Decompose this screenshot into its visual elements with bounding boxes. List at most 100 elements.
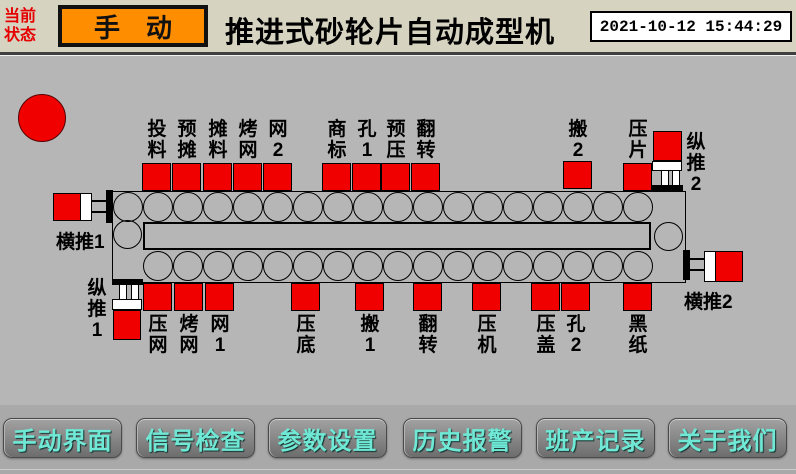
roller [233,192,263,222]
station-label: 搬2 [568,119,588,161]
pusher-hp1-body [80,193,92,221]
pusher-hp2-cylinder[interactable] [715,251,743,282]
nav-bar: 手动界面 信号检查 参数设置 历史报警 班产记录 关于我们 [0,405,796,474]
station-block[interactable] [263,163,292,191]
roller [353,251,383,281]
roller [443,192,473,222]
pusher-hp2-plate [683,250,690,280]
pusher-hp2-rod [689,258,705,271]
page-title: 推进式砂轮片自动成型机 [225,17,556,49]
station-label: 孔1 [357,119,377,161]
datetime-display: 2021-10-12 15:44:29 [590,11,792,42]
roller [323,192,353,222]
station-block[interactable] [233,163,262,191]
station-block[interactable] [413,283,442,311]
station-block[interactable] [355,283,384,311]
mode-value: 手 动 [93,12,172,43]
station-label: 网1 [210,314,230,356]
end-roller-left [113,220,142,249]
station-block[interactable] [411,163,440,191]
roller [413,192,443,222]
station-block[interactable] [623,163,652,191]
station-label: 网2 [268,119,288,161]
station-block[interactable] [531,283,560,311]
pusher-label: 横推1 [56,232,105,253]
station-label: 摊料 [208,119,228,161]
roller [173,251,203,281]
pusher-vp2-plate [651,185,683,192]
roller [353,192,383,222]
station-block[interactable] [205,283,234,311]
station-label: 翻转 [418,314,438,356]
roller [263,251,293,281]
status-lamp [18,94,66,142]
pusher-hp1-rod [91,200,107,213]
station-label: 预压 [386,119,406,161]
roller [323,251,353,281]
station-label: 投料 [147,119,167,161]
roller [563,192,593,222]
station-block[interactable] [291,283,320,311]
station-label: 压机 [477,314,497,356]
station-block[interactable] [561,283,590,311]
station-label: 压底 [296,314,316,356]
conveyor-belt [143,222,651,250]
pusher-vp2-cylinder[interactable] [653,131,682,161]
mode-button[interactable]: 手 动 [58,5,208,47]
roller [623,251,653,281]
station-block[interactable] [563,161,592,189]
roller [473,251,503,281]
roller [383,251,413,281]
roller [563,251,593,281]
pusher-label: 纵推2 [686,132,706,195]
station-label: 压网 [148,314,168,356]
machine-diagram: 投料 预摊 摊料 烤网 网2 商标 孔1 预压 翻转 搬2 压片 压网 烤网 网… [0,55,796,405]
top-bar: 当前 状态 手 动 推进式砂轮片自动成型机 2021-10-12 15:44:2… [0,0,796,55]
nav-button-params[interactable]: 参数设置 [268,418,387,458]
roller [263,192,293,222]
roller [503,192,533,222]
station-block[interactable] [623,283,652,311]
roller [413,251,443,281]
roller [593,192,623,222]
pusher-vp1-rod [131,284,139,300]
station-label: 孔2 [566,314,586,356]
roller [233,251,263,281]
roller [143,251,173,281]
nav-button-manual[interactable]: 手动界面 [3,418,122,458]
nav-button-signals[interactable]: 信号检查 [136,418,255,458]
roller [203,251,233,281]
station-block[interactable] [172,163,201,191]
station-block[interactable] [381,163,410,191]
roller [533,251,563,281]
pusher-hp1-cylinder[interactable] [53,193,81,221]
station-label: 压片 [628,119,648,161]
roller [473,192,503,222]
station-label: 搬1 [360,314,380,356]
roller [383,192,413,222]
roller [113,192,143,222]
station-block[interactable] [143,283,172,311]
station-label: 翻转 [416,119,436,161]
pusher-vp1-body [112,299,142,310]
station-label: 黑纸 [628,314,648,356]
roller [593,251,623,281]
conveyor [112,191,686,283]
nav-button-records[interactable]: 班产记录 [536,418,655,458]
roller [293,251,323,281]
nav-button-about[interactable]: 关于我们 [668,418,787,458]
station-label: 烤网 [179,314,199,356]
roller [623,192,653,222]
station-block[interactable] [203,163,232,191]
station-block[interactable] [322,163,351,191]
station-label: 商标 [327,119,347,161]
station-block[interactable] [352,163,381,191]
pusher-vp1-cylinder[interactable] [113,310,141,340]
pusher-vp2-rod [672,170,680,186]
end-roller-right [654,222,683,251]
station-block[interactable] [472,283,501,311]
pusher-vp1-rod [119,284,127,300]
station-block[interactable] [142,163,171,191]
station-block[interactable] [174,283,203,311]
nav-button-alarms[interactable]: 历史报警 [403,418,522,458]
